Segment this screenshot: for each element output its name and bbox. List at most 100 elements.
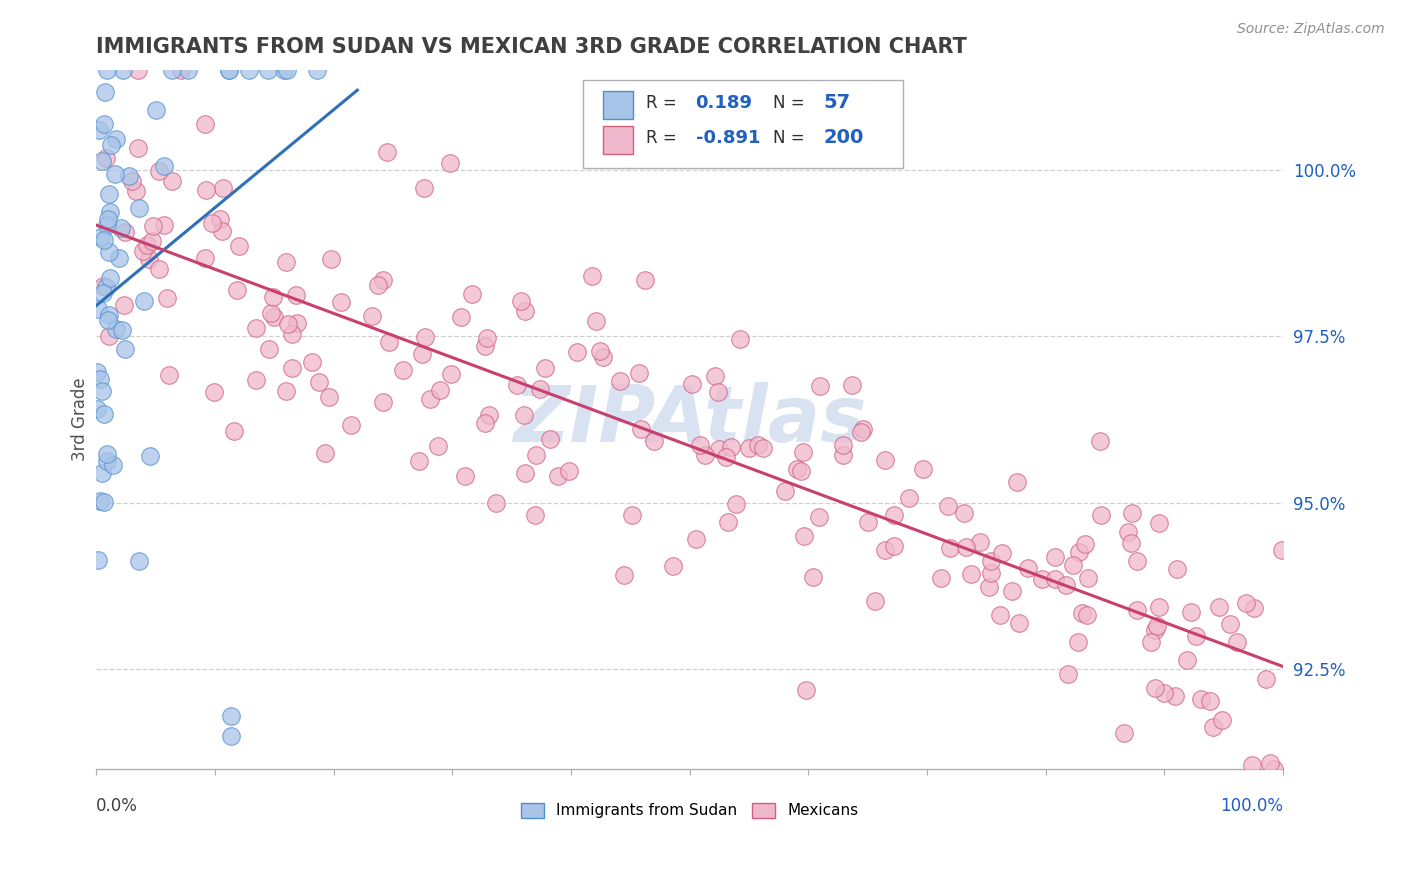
Point xyxy=(1031,572,1053,586)
Point xyxy=(86,302,108,317)
Point xyxy=(318,390,340,404)
Point xyxy=(375,145,398,160)
Point xyxy=(91,384,114,399)
Point xyxy=(153,159,176,173)
Point xyxy=(96,279,118,293)
Point xyxy=(1140,635,1163,649)
Point xyxy=(703,369,725,384)
Point xyxy=(101,458,124,472)
Point xyxy=(419,392,441,406)
Point xyxy=(202,384,225,399)
Point xyxy=(439,367,461,381)
Text: 0.0%: 0.0% xyxy=(96,797,138,815)
Point xyxy=(90,230,112,244)
Point xyxy=(90,153,112,168)
Text: -0.891: -0.891 xyxy=(696,128,761,147)
Point xyxy=(160,62,183,77)
Text: ZIPAtlas: ZIPAtlas xyxy=(513,382,866,458)
Point xyxy=(121,174,143,188)
Point xyxy=(281,326,304,341)
Point xyxy=(898,491,921,505)
Point xyxy=(148,164,170,178)
Point xyxy=(245,320,267,334)
Point xyxy=(662,559,685,574)
Point xyxy=(86,553,108,567)
Point xyxy=(558,464,581,478)
Point xyxy=(969,534,991,549)
Point xyxy=(104,167,127,181)
Point xyxy=(257,62,280,77)
Text: Source: ZipAtlas.com: Source: ZipAtlas.com xyxy=(1237,22,1385,37)
Point xyxy=(145,103,167,118)
Point xyxy=(1166,562,1188,576)
Point xyxy=(808,378,831,392)
Point xyxy=(157,368,180,382)
Point xyxy=(792,444,814,458)
Text: IMMIGRANTS FROM SUDAN VS MEXICAN 3RD GRADE CORRELATION CHART: IMMIGRANTS FROM SUDAN VS MEXICAN 3RD GRA… xyxy=(96,37,967,57)
Point xyxy=(98,205,121,219)
Point xyxy=(263,310,285,324)
Point xyxy=(685,533,707,547)
Point xyxy=(643,434,665,448)
Point xyxy=(865,594,887,608)
Point xyxy=(373,273,395,287)
Point xyxy=(630,422,652,436)
Text: 57: 57 xyxy=(824,94,851,112)
Point xyxy=(1198,694,1220,708)
Point xyxy=(89,372,111,386)
Point xyxy=(93,117,115,131)
Point xyxy=(883,508,905,523)
Point xyxy=(1263,762,1285,776)
Point xyxy=(581,268,603,283)
Point xyxy=(132,244,155,258)
Point xyxy=(1088,434,1111,448)
Point xyxy=(1114,726,1136,740)
Point xyxy=(1271,543,1294,558)
Point xyxy=(91,279,114,293)
Point xyxy=(89,494,111,508)
Point xyxy=(86,402,108,417)
Point xyxy=(276,384,298,398)
Point xyxy=(87,123,110,137)
Point xyxy=(1043,572,1066,586)
Point xyxy=(808,510,831,524)
Point xyxy=(724,497,747,511)
FancyBboxPatch shape xyxy=(583,80,903,168)
Point xyxy=(100,137,122,152)
Point xyxy=(193,252,215,266)
Point xyxy=(408,454,430,468)
Point xyxy=(262,290,284,304)
Point xyxy=(1071,606,1094,620)
Point xyxy=(515,303,537,318)
Point xyxy=(567,345,589,359)
Point xyxy=(474,339,496,353)
Point xyxy=(1076,607,1098,622)
Point xyxy=(707,385,730,400)
Point xyxy=(377,335,399,350)
Point xyxy=(97,313,120,327)
Point xyxy=(1147,600,1170,615)
Point xyxy=(1147,516,1170,531)
Point xyxy=(515,466,537,480)
Point xyxy=(513,408,536,422)
Point xyxy=(714,450,737,464)
Point xyxy=(413,330,436,344)
Point xyxy=(1054,577,1077,591)
Point xyxy=(1146,619,1168,633)
Point xyxy=(148,262,170,277)
Point xyxy=(1125,554,1147,568)
Point xyxy=(285,317,308,331)
Point xyxy=(485,496,508,510)
Point xyxy=(319,252,342,267)
Point xyxy=(226,283,249,297)
Point xyxy=(1057,667,1080,681)
Y-axis label: 3rd Grade: 3rd Grade xyxy=(72,378,89,461)
Point xyxy=(195,183,218,197)
Point xyxy=(1119,536,1142,550)
Point xyxy=(1208,600,1230,615)
Point xyxy=(831,438,853,452)
Point xyxy=(86,366,108,380)
Point xyxy=(1211,714,1233,728)
Point xyxy=(392,363,415,377)
Point xyxy=(523,508,546,523)
